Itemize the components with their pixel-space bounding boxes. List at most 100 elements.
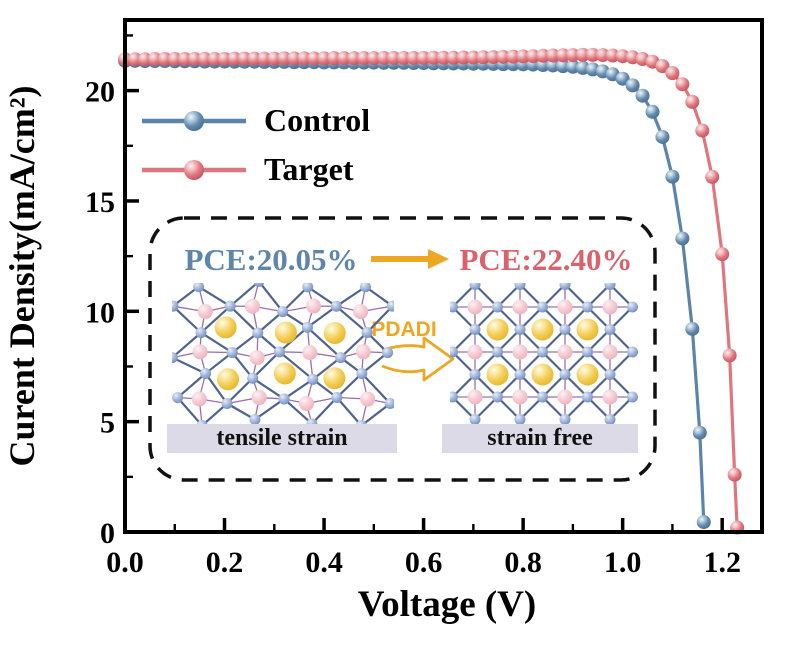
pdadi-label: PDADI: [371, 318, 437, 341]
corner-atom: [469, 324, 481, 335]
octahedron-edge: [361, 351, 389, 375]
octahedron-edge: [311, 396, 338, 425]
octahedron-edge: [278, 350, 314, 381]
y-tick-label: 15: [85, 186, 115, 219]
target-marker: [545, 48, 560, 63]
corner-atom: [450, 301, 458, 313]
target-marker: [177, 52, 192, 67]
corner-atom: [627, 301, 638, 313]
y-tick-label: 0: [100, 517, 115, 550]
center-atom: [557, 389, 573, 405]
x-tick-label: 0.4: [305, 546, 343, 579]
corner-atom: [200, 367, 212, 379]
corner-atom: [172, 352, 178, 364]
octahedron-edge: [283, 398, 313, 425]
corner-atom: [253, 283, 265, 287]
target-marker: [575, 47, 590, 62]
y-tick-label: 5: [100, 407, 115, 440]
cation-sphere: [531, 363, 554, 386]
target-marker: [247, 51, 262, 66]
corner-atom: [450, 346, 458, 358]
legend-item-control: Control: [140, 96, 370, 145]
corner-atom: [469, 369, 481, 380]
target-marker: [436, 50, 451, 65]
octahedron-edge: [176, 372, 207, 399]
corner-atom: [273, 346, 285, 358]
cation-sphere: [531, 318, 554, 341]
center-atom: [298, 396, 314, 412]
x-tick-label: 0.6: [405, 546, 443, 579]
corner-atom: [537, 391, 548, 403]
corner-atom: [514, 324, 526, 335]
target-marker: [685, 94, 700, 109]
octahedron-edge: [204, 372, 228, 405]
pce-arrow-head: [428, 249, 449, 269]
center-atoms: [467, 299, 618, 405]
target-marker: [416, 50, 431, 65]
corner-atom: [582, 301, 593, 313]
target-marker: [187, 51, 202, 66]
control-marker: [675, 231, 690, 246]
control-marker: [692, 425, 707, 440]
octahedron-edge: [176, 396, 203, 427]
corner-atom: [361, 327, 373, 339]
corner-atom: [604, 369, 616, 380]
target-marker: [516, 49, 531, 64]
cation-spheres: [214, 316, 346, 391]
corner-atom: [469, 414, 481, 425]
target-marker: [595, 48, 610, 63]
octahedron-edge: [335, 305, 368, 334]
corner-atom: [249, 414, 261, 426]
corner-atom: [193, 283, 205, 293]
octahedron-edge: [252, 377, 285, 400]
cation-sphere: [486, 318, 509, 341]
x-tick-label: 0.8: [504, 546, 542, 579]
center-atom: [467, 389, 483, 405]
target-marker: [147, 52, 162, 67]
target-marker: [476, 50, 491, 65]
lattice-strain-free: [450, 283, 638, 425]
octahedron-edge: [281, 286, 309, 313]
control-marker: [655, 129, 670, 144]
octahedron-edge: [201, 402, 228, 427]
pce-arrow: [371, 249, 449, 269]
target-marker: [466, 50, 481, 65]
pce-after-text: PCE:22.40%: [459, 242, 633, 277]
center-atom: [191, 391, 207, 407]
corner-atoms: [450, 283, 638, 425]
target-marker: [655, 59, 670, 74]
octahedron-edge: [335, 285, 367, 308]
center-atom: [557, 299, 573, 315]
x-tick-label: 0.0: [106, 546, 144, 579]
center-atom: [602, 344, 618, 360]
center-atom: [602, 389, 618, 405]
legend-label-target: Target: [264, 151, 354, 187]
corner-atom: [221, 398, 233, 410]
target-marker: [555, 48, 570, 63]
corner-atom: [224, 300, 236, 312]
y-tick-labels: 0 5 10 15 20: [85, 76, 115, 550]
target-marker: [396, 50, 411, 65]
octahedron-edge: [172, 305, 202, 334]
target-marker: [237, 51, 252, 66]
cation-sphere: [576, 318, 599, 341]
target-marker: [446, 50, 461, 65]
target-marker: [506, 49, 521, 64]
control-marker: [545, 58, 560, 73]
inset-dashed-border: [148, 216, 657, 482]
octahedron-edge: [226, 377, 254, 405]
legend-marker-control: [142, 110, 246, 131]
corner-atom: [492, 391, 503, 403]
center-atom: [306, 298, 322, 314]
cation-sphere: [323, 367, 346, 390]
corner-atom: [384, 397, 394, 409]
octahedron-edge: [339, 331, 368, 359]
center-atom: [249, 350, 265, 366]
corner-atom: [492, 346, 503, 358]
target-marker: [297, 51, 312, 66]
octahedron-edge: [229, 283, 259, 308]
target-marker: [336, 51, 351, 66]
target-marker: [257, 51, 272, 66]
octahedron-edge: [200, 331, 233, 354]
corner-atom: [559, 369, 571, 380]
